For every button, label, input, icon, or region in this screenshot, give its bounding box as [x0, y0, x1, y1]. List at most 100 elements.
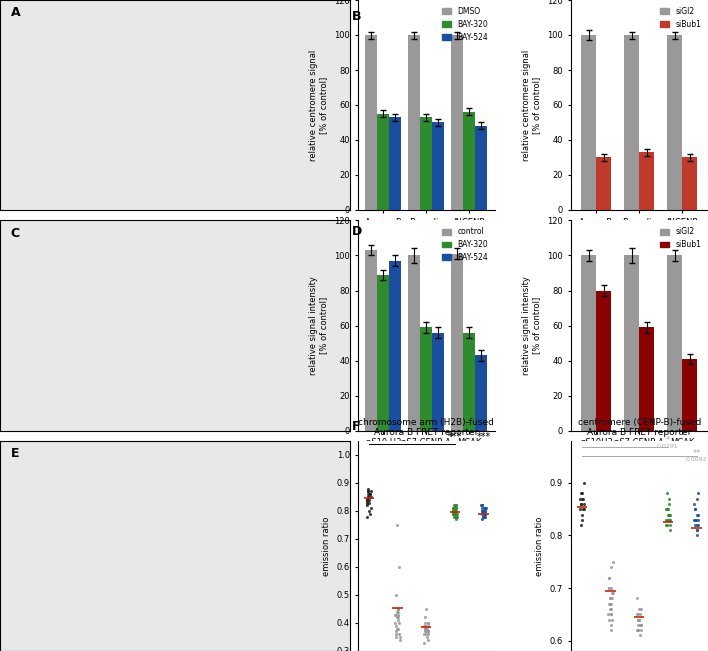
Point — [605, 625, 616, 635]
Text: F: F — [352, 420, 360, 433]
Point — [476, 506, 488, 516]
Point — [479, 508, 491, 519]
Point — [422, 620, 433, 631]
Point — [605, 620, 617, 630]
Point — [423, 629, 434, 639]
Point — [476, 503, 488, 514]
Point — [363, 495, 375, 505]
Point — [576, 509, 588, 519]
Bar — [683, 158, 697, 210]
Point — [450, 512, 462, 522]
Title: chromosome arm (H2B)-fused
Aurora B FRET reporter: chromosome arm (H2B)-fused Aurora B FRET… — [358, 418, 494, 437]
Point — [362, 497, 373, 508]
Bar — [596, 158, 611, 210]
Point — [690, 514, 702, 525]
Y-axis label: emission ratio: emission ratio — [535, 516, 544, 575]
Point — [663, 509, 675, 519]
Point — [634, 630, 646, 641]
Point — [418, 637, 430, 648]
Point — [478, 512, 489, 522]
Point — [422, 618, 433, 628]
Point — [634, 609, 646, 620]
Point — [606, 609, 617, 620]
Point — [689, 504, 700, 514]
Point — [390, 629, 401, 639]
Point — [418, 629, 430, 639]
Point — [692, 509, 703, 519]
Point — [690, 519, 701, 530]
Point — [362, 486, 374, 497]
Point — [607, 557, 618, 567]
Point — [661, 504, 673, 514]
Bar — [409, 35, 421, 210]
Point — [423, 618, 434, 628]
Point — [663, 514, 675, 525]
Point — [447, 508, 459, 519]
Y-axis label: relative signal intensity
[% of control]: relative signal intensity [% of control] — [309, 276, 329, 375]
Point — [661, 519, 672, 530]
Bar — [581, 255, 596, 430]
Point — [394, 635, 406, 645]
Point — [448, 503, 459, 514]
Point — [605, 583, 616, 593]
Point — [449, 512, 460, 522]
Point — [663, 499, 675, 509]
Bar — [377, 114, 389, 210]
Point — [365, 489, 376, 499]
Point — [365, 486, 377, 497]
Point — [692, 493, 703, 504]
Point — [632, 625, 643, 635]
Text: chromosome
arms: chromosome arms — [360, 483, 405, 496]
Point — [604, 572, 615, 583]
Point — [477, 506, 489, 516]
Point — [447, 506, 458, 516]
Point — [603, 615, 615, 625]
Point — [447, 508, 459, 519]
Point — [632, 593, 643, 603]
Point — [423, 635, 434, 645]
Point — [392, 519, 403, 530]
Point — [450, 503, 462, 514]
Point — [664, 514, 675, 525]
Point — [576, 499, 587, 509]
Point — [632, 625, 644, 635]
Point — [664, 525, 675, 536]
Point — [365, 492, 377, 502]
Point — [605, 593, 616, 603]
Point — [364, 497, 375, 508]
Bar — [596, 290, 611, 430]
Point — [480, 503, 491, 514]
Point — [633, 615, 644, 625]
Point — [692, 514, 704, 525]
Point — [636, 620, 647, 630]
Point — [423, 626, 434, 637]
Point — [663, 509, 674, 519]
Text: **: ** — [692, 449, 701, 458]
Point — [362, 495, 373, 505]
Point — [603, 609, 614, 620]
Bar — [421, 327, 433, 430]
Point — [632, 609, 643, 620]
Point — [362, 492, 374, 502]
Point — [450, 506, 461, 516]
Point — [692, 531, 703, 541]
Bar — [667, 35, 683, 210]
Point — [392, 615, 404, 626]
Point — [480, 508, 491, 519]
Point — [477, 512, 489, 522]
Point — [392, 624, 403, 634]
Text: centromeres: centromeres — [645, 483, 689, 489]
Point — [390, 609, 401, 620]
Point — [390, 609, 401, 620]
Bar — [624, 35, 639, 210]
Point — [390, 618, 401, 628]
Point — [390, 620, 401, 631]
Point — [635, 625, 646, 635]
Point — [363, 489, 375, 499]
Point — [479, 503, 491, 514]
Legend: siGl2, siBub1: siGl2, siBub1 — [657, 225, 704, 252]
Point — [690, 514, 701, 525]
Point — [421, 624, 432, 634]
Point — [362, 486, 373, 497]
Point — [421, 631, 433, 642]
